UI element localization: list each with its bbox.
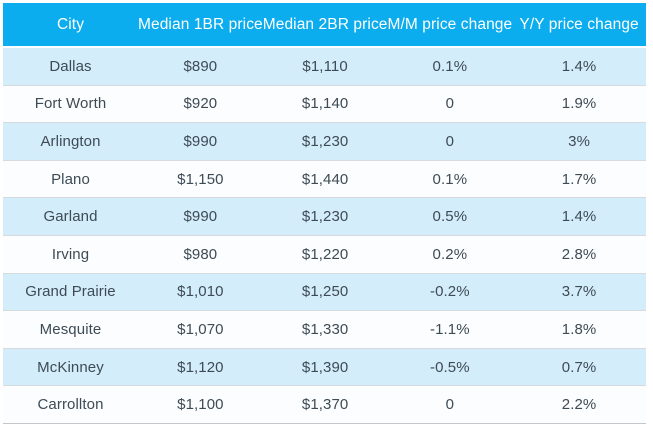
cell-yy-price-change: 1.8% xyxy=(561,320,597,338)
cell-median-1br-price: $1,070 xyxy=(177,320,224,338)
table-row: Garland $990 $1,230 0.5% 1.4% xyxy=(3,198,646,236)
cell-median-1br-price: $980 xyxy=(183,245,218,263)
cell-median-1br-price: $890 xyxy=(183,57,218,75)
cell-mm-price-change: 0 xyxy=(445,132,455,150)
cell-median-2br-price: $1,230 xyxy=(301,208,349,226)
cell-city: Mesquite xyxy=(39,320,102,338)
column-header-mm-price-change: M/M price change xyxy=(387,15,513,33)
cell-median-1br-price: $990 xyxy=(183,132,218,150)
cell-median-1br-price: $1,150 xyxy=(177,170,224,188)
cell-city: Arlington xyxy=(40,132,101,150)
cell-mm-price-change: -1.1% xyxy=(430,320,470,338)
cell-city: Irving xyxy=(51,245,90,263)
cell-median-2br-price: $1,440 xyxy=(301,170,349,188)
table-row: McKinney $1,120 $1,390 -0.5% 0.7% xyxy=(3,348,646,387)
table-row: Carrollton $1,100 $1,370 0 2.2% xyxy=(3,386,646,424)
cell-median-2br-price: $1,370 xyxy=(301,396,349,414)
rent-price-table: City Median 1BR price Median 2BR price M/M … xyxy=(3,3,646,424)
cell-median-2br-price: $1,250 xyxy=(301,283,349,301)
cell-mm-price-change: 0.1% xyxy=(432,57,468,75)
cell-mm-price-change: 0.5% xyxy=(432,208,468,226)
cell-city: Plano xyxy=(51,170,90,188)
cell-city: Garland xyxy=(43,208,98,226)
cell-city: Dallas xyxy=(49,57,92,75)
column-header-median-1br-price: Median 1BR price xyxy=(137,15,263,33)
cell-median-2br-price: $1,390 xyxy=(301,358,349,376)
cell-median-2br-price: $1,140 xyxy=(301,95,349,113)
cell-yy-price-change: 1.4% xyxy=(561,57,597,75)
cell-mm-price-change: 0 xyxy=(445,396,455,414)
table-header-row: City Median 1BR price Median 2BR price M/M … xyxy=(3,3,646,48)
column-header-median-2br-price: Median 2BR price xyxy=(262,15,388,33)
cell-city: Fort Worth xyxy=(34,95,107,113)
cell-mm-price-change: -0.2% xyxy=(430,283,470,301)
cell-median-1br-price: $1,120 xyxy=(177,358,224,376)
table-row: Arlington $990 $1,230 0 3% xyxy=(3,123,646,161)
cell-median-2br-price: $1,230 xyxy=(301,132,349,150)
cell-median-1br-price: $920 xyxy=(183,95,218,113)
cell-median-2br-price: $1,110 xyxy=(302,57,348,75)
table-row: Fort Worth $920 $1,140 0 1.9% xyxy=(3,85,646,124)
column-header-yy-price-change: Y/Y price change xyxy=(519,15,639,33)
cell-yy-price-change: 3.7% xyxy=(561,283,597,301)
cell-mm-price-change: 0.1% xyxy=(432,170,468,188)
cell-yy-price-change: 3% xyxy=(568,132,591,150)
table-row: Mesquite $1,070 $1,330 -1.1% 1.8% xyxy=(3,311,646,349)
cell-city: Carrollton xyxy=(37,396,104,414)
table-row: Plano $1,150 $1,440 0.1% 1.7% xyxy=(3,160,646,199)
cell-mm-price-change: -0.5% xyxy=(430,358,470,376)
cell-city: McKinney xyxy=(37,358,104,376)
table-body: Dallas $890 $1,110 0.1% 1.4% Fort Worth $920 $1… xyxy=(3,48,646,424)
cell-yy-price-change: 2.8% xyxy=(561,245,597,263)
cell-yy-price-change: 2.2% xyxy=(561,396,597,414)
cell-median-1br-price: $1,100 xyxy=(177,396,224,414)
cell-mm-price-change: 0 xyxy=(445,95,455,113)
cell-median-2br-price: $1,220 xyxy=(301,245,349,263)
column-header-city: City xyxy=(56,15,85,33)
cell-yy-price-change: 1.9% xyxy=(561,95,597,113)
cell-yy-price-change: 1.4% xyxy=(561,208,597,226)
table-row: Irving $980 $1,220 0.2% 2.8% xyxy=(3,235,646,274)
cell-yy-price-change: 1.7% xyxy=(561,170,597,188)
cell-yy-price-change: 0.7% xyxy=(561,358,597,376)
cell-median-2br-price: $1,330 xyxy=(301,320,349,338)
cell-city: Grand Prairie xyxy=(25,283,116,301)
cell-mm-price-change: 0.2% xyxy=(432,245,468,263)
cell-median-1br-price: $990 xyxy=(183,208,218,226)
table-row: Grand Prairie $1,010 $1,250 -0.2% 3.7% xyxy=(3,273,646,312)
table-row: Dallas $890 $1,110 0.1% 1.4% xyxy=(3,48,646,86)
cell-median-1br-price: $1,010 xyxy=(177,283,224,301)
